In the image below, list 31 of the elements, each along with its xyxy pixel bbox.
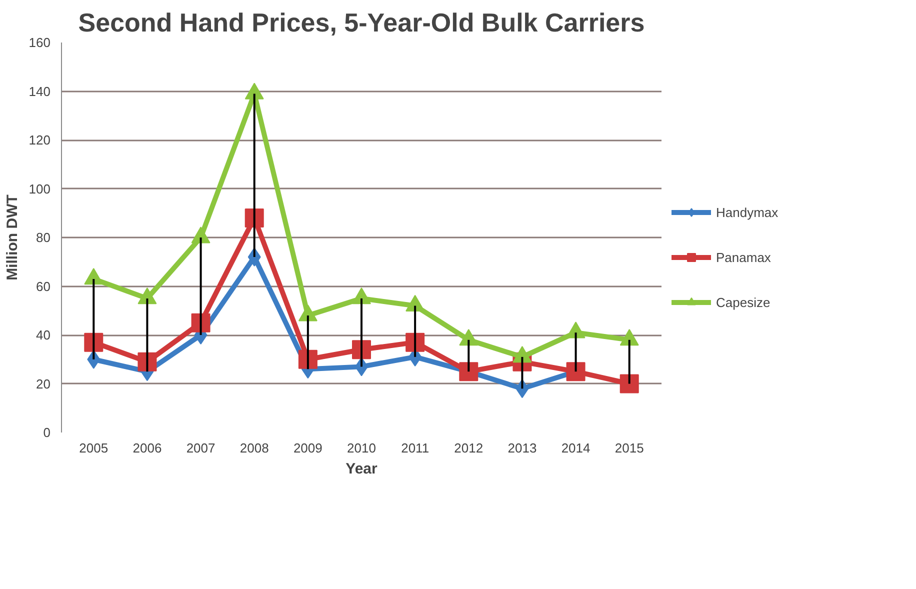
x-tick-label: 2005 xyxy=(79,440,108,456)
x-tick-label: 2006 xyxy=(132,440,162,456)
point xyxy=(459,362,478,382)
x-tick-label: 2013 xyxy=(508,440,537,456)
legend-label: Panamax xyxy=(716,250,771,264)
y-tick-label: 100 xyxy=(28,181,51,196)
y-tick-label: 120 xyxy=(28,132,51,148)
y-tick-label: 0 xyxy=(43,425,51,440)
x-tick-label: 2012 xyxy=(454,440,484,456)
x-tick-label: 2015 xyxy=(614,440,644,456)
y-tick-label: 40 xyxy=(36,328,51,342)
y-tick-label: 140 xyxy=(28,84,51,99)
x-tick-label: 2009 xyxy=(293,440,322,456)
point xyxy=(191,226,210,244)
x-tick-label: 2011 xyxy=(401,440,430,456)
y-tick-label: 160 xyxy=(28,35,51,50)
x-tick-label: 2014 xyxy=(561,440,590,456)
y-tick-label: 80 xyxy=(36,230,51,245)
y-axis-title: Million DWT xyxy=(4,194,21,280)
point xyxy=(566,362,586,382)
x-axis-title: Year xyxy=(346,460,378,478)
y-tick-label: 20 xyxy=(36,376,51,392)
point xyxy=(244,82,264,100)
y-tick-label: 60 xyxy=(36,278,51,294)
chart-title: Second Hand Prices, 5-Year-Old Bulk Carriers xyxy=(78,8,645,38)
legend-label: Handymax xyxy=(716,204,778,220)
x-tick-label: 2007 xyxy=(186,440,216,456)
x-tick-label: 2010 xyxy=(347,440,376,456)
point xyxy=(620,374,639,394)
x-tick-label: 2008 xyxy=(240,440,269,456)
legend-label: Capesize xyxy=(716,294,770,310)
